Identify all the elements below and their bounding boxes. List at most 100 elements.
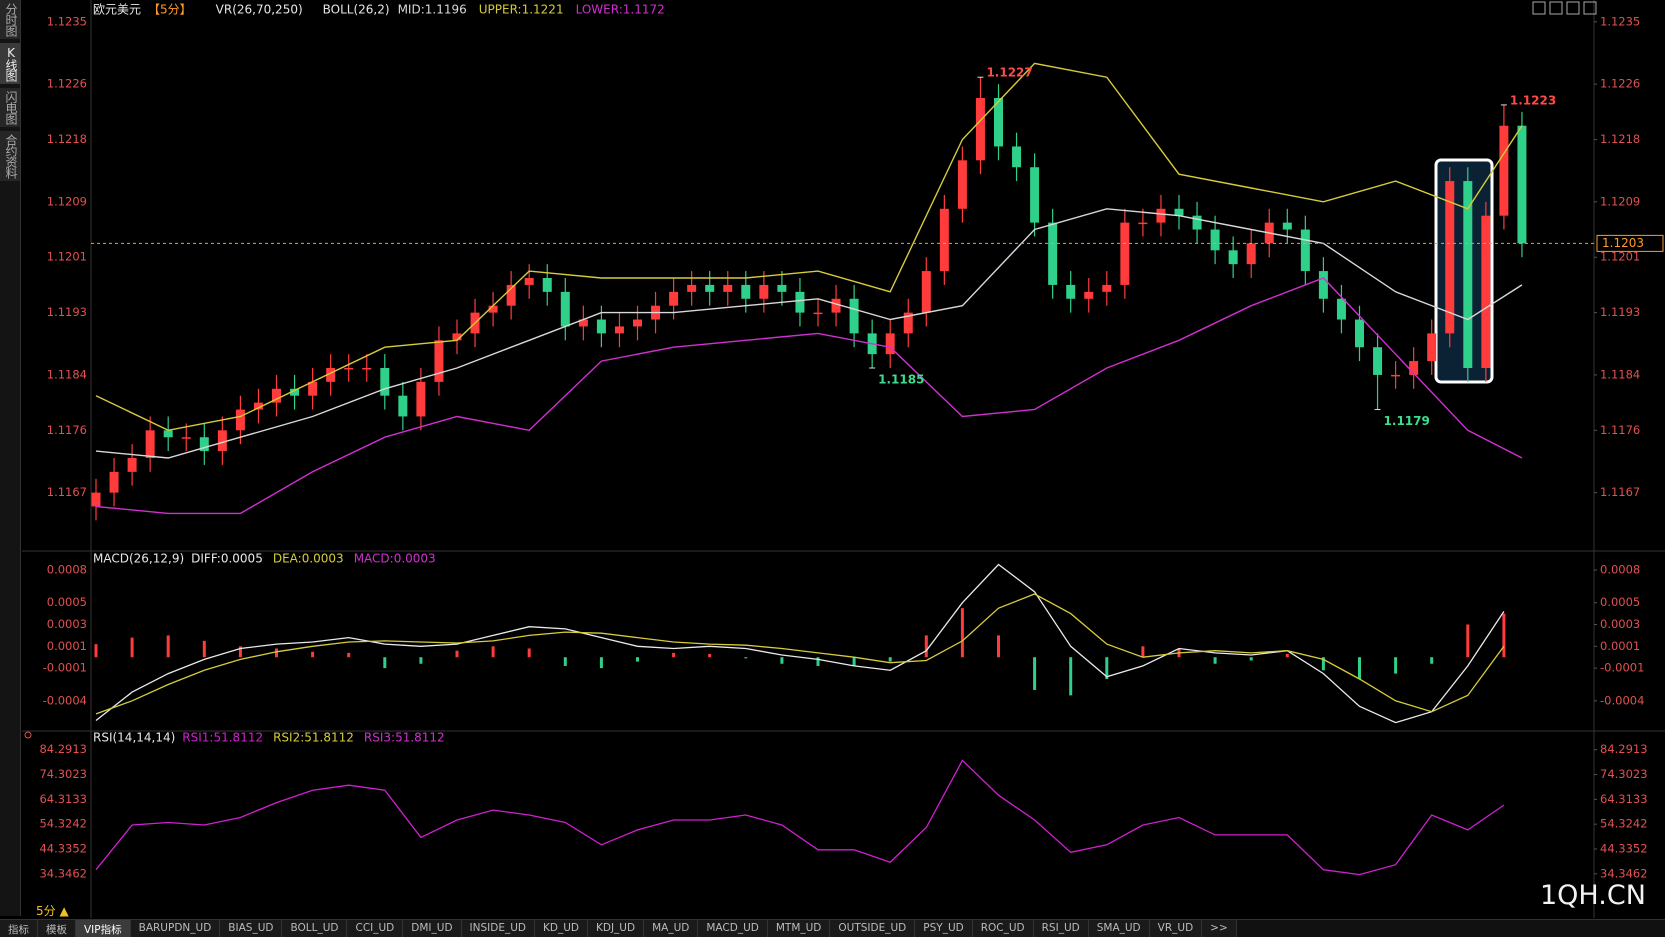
y-tick-label: 64.3133 <box>39 792 87 806</box>
indicator-tab[interactable]: VIP指标 <box>76 920 131 937</box>
indicator-tab[interactable]: BARUPDN_UD <box>130 920 221 937</box>
candle-body <box>885 333 895 355</box>
y-tick-label: 44.3352 <box>39 841 87 855</box>
candle-body <box>145 430 155 458</box>
y-tick-label: 54.3242 <box>39 817 87 831</box>
candle-body <box>849 298 859 334</box>
macd-line <box>95 593 1505 715</box>
candle-body <box>1192 215 1202 230</box>
band-line <box>95 208 1523 459</box>
indicator-tab[interactable]: OUTSIDE_UD <box>830 920 916 937</box>
indicator-tab[interactable]: RSI_UD <box>1033 920 1089 937</box>
indicator-tab[interactable]: VR_UD <box>1149 920 1203 937</box>
candle-body <box>91 492 101 507</box>
macd-bar <box>1358 657 1361 680</box>
candle-body <box>380 368 390 396</box>
indicator-tab[interactable]: MA_UD <box>644 920 699 937</box>
macd-bar <box>997 635 1000 658</box>
indicator-tab[interactable]: ROC_UD <box>972 920 1034 937</box>
indicator-tab[interactable]: >> <box>1202 920 1237 937</box>
candle-body <box>669 291 679 306</box>
y-tick-label: 64.3133 <box>1600 792 1648 806</box>
legend-text: MACD(26,12,9) <box>93 552 184 566</box>
candle-body <box>235 409 245 431</box>
macd-bar <box>1394 657 1398 674</box>
candle-body <box>272 388 281 403</box>
y-tick-label: 1.1167 <box>47 485 87 499</box>
y-tick-label: 84.2913 <box>1600 742 1648 756</box>
y-tick-label: 0.0005 <box>47 595 87 609</box>
candle-body <box>181 437 191 439</box>
indicator-tab[interactable]: MTM_UD <box>767 920 831 937</box>
y-tick-label: 0.0001 <box>47 639 87 653</box>
indicator-tab[interactable]: PSY_UD <box>915 920 973 937</box>
candle-body <box>308 381 318 396</box>
legend-text: 【5分】 <box>148 3 192 17</box>
macd-bar <box>1466 624 1470 658</box>
legend-text: RSI1:51.8112 <box>182 731 263 745</box>
y-tick-label: 84.2913 <box>39 742 87 756</box>
candle-body <box>163 430 173 438</box>
macd-bar <box>527 648 531 658</box>
candle-body <box>1048 222 1058 285</box>
macd-bar <box>1033 657 1037 690</box>
candle-body <box>1156 208 1166 223</box>
legend-text: MACD:0.0003 <box>354 552 436 566</box>
window-icons <box>1532 1 1597 15</box>
macd-bar <box>816 657 820 666</box>
y-tick-label: 1.1226 <box>47 77 87 91</box>
side-tab[interactable]: 闪电图 <box>0 88 20 127</box>
legend-text: BOLL(26,2) <box>323 3 390 17</box>
candle-body <box>362 368 372 370</box>
legend-text: DEA:0.0003 <box>273 552 344 566</box>
candle-body <box>326 368 336 382</box>
candle-body <box>488 305 498 313</box>
y-tick-label: 34.3462 <box>1600 866 1648 880</box>
candle-body <box>524 278 534 285</box>
legend-text: DIFF:0.0005 <box>191 552 263 566</box>
candle-body <box>1282 222 1292 230</box>
candle-body <box>452 333 462 341</box>
macd-bar <box>708 653 712 658</box>
y-tick-label: 1.1193 <box>47 305 87 319</box>
macd-bar <box>1105 657 1109 680</box>
y-tick-label: 0.0005 <box>1600 595 1640 609</box>
legend-text: UPPER:1.1221 <box>479 3 564 17</box>
indicator-tab[interactable]: 模板 <box>38 920 76 937</box>
indicator-tab[interactable]: 指标 <box>0 920 38 937</box>
candle-body <box>199 437 209 452</box>
candle-body <box>1012 146 1022 168</box>
side-tab[interactable]: 合约资料 <box>0 131 20 181</box>
indicator-tab[interactable]: CCI_UD <box>347 920 404 937</box>
legend-text: VR(26,70,250) <box>216 3 303 17</box>
period-select[interactable]: 5分 ▲ <box>36 904 69 918</box>
macd-bar <box>455 650 459 658</box>
legend-text: RSI3:51.8112 <box>364 731 445 745</box>
candle-body <box>398 395 408 417</box>
indicator-icon <box>24 731 32 739</box>
candle-body <box>1246 243 1256 265</box>
macd-bar <box>491 646 495 658</box>
y-tick-label: 1.1235 <box>1600 14 1640 28</box>
y-tick-label: 0.0008 <box>1600 562 1640 576</box>
candle-body <box>1336 298 1346 320</box>
indicator-tab[interactable]: KDJ_UD <box>587 920 645 937</box>
candle-body <box>1228 250 1238 265</box>
side-tab[interactable]: 分时图 <box>0 0 20 39</box>
candle-body <box>921 271 931 313</box>
indicator-tab[interactable]: DMI_UD <box>403 920 462 937</box>
indicator-tab[interactable]: BOLL_UD <box>282 920 348 937</box>
candle-body <box>1373 347 1383 375</box>
indicator-tab[interactable]: INSIDE_UD <box>461 920 535 937</box>
legend-text: LOWER:1.1172 <box>576 3 665 17</box>
side-tab[interactable]: K线图 <box>0 43 20 84</box>
candle-body <box>1445 181 1455 334</box>
indicator-tab[interactable]: KD_UD <box>534 920 588 937</box>
indicator-tab[interactable]: MACD_UD <box>698 920 768 937</box>
macd-bar <box>1069 657 1073 696</box>
candle-body <box>1499 125 1509 216</box>
indicator-tab[interactable]: BIAS_UD <box>220 920 283 937</box>
indicator-tab[interactable]: SMA_UD <box>1088 920 1150 937</box>
candle-body <box>1517 125 1527 244</box>
macd-bar <box>563 657 567 666</box>
